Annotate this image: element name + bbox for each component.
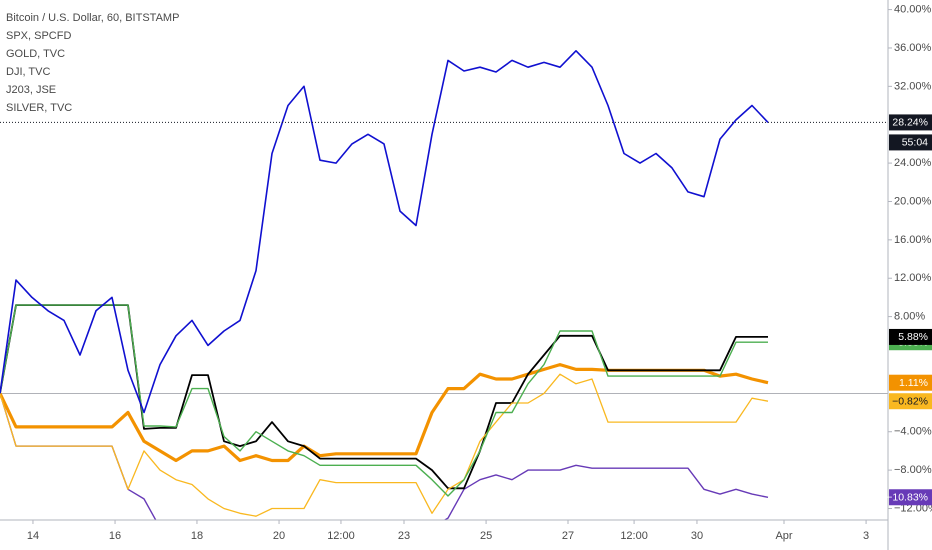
x-tick-label: 3 [863,530,869,542]
countdown-badge [889,134,932,151]
x-tick-label: 25 [480,530,492,542]
last-value-badge [889,374,932,391]
countdown-label: 55:04 [902,137,928,149]
last-value-label: 28.24% [892,117,928,129]
legend-entry: GOLD, TVC [6,48,65,60]
x-tick-label: 18 [191,530,203,542]
last-value-badge [889,328,932,345]
series-line [0,304,768,497]
x-tick-label: 14 [27,530,39,542]
last-value-badge [889,393,932,410]
x-tick-label: 23 [398,530,410,542]
x-tick-label: 12:00 [327,530,355,542]
last-value-badge [889,114,932,131]
last-value-label: 1.11% [899,377,928,389]
plot-area [0,50,888,520]
legend-entry: Bitcoin / U.S. Dollar, 60, BITSTAMP [6,12,179,24]
last-value-label: 5.88% [898,331,928,343]
y-tick-label: −12.00% [894,502,932,514]
y-tick-label: 8.00% [894,311,925,323]
axes: 40.00% 36.00% 32.00% 24.00% 20.00% 16.00% 12.0… [27,4,932,542]
y-tick-label: 24.00% [894,157,932,169]
y-tick-label: 20.00% [894,195,932,207]
y-tick-label: 36.00% [894,42,932,54]
series-line [0,50,769,414]
last-value-label: −10.83% [886,492,928,504]
x-tick-label: 16 [109,530,121,542]
x-tick-label: 30 [691,530,703,542]
series-line [0,373,769,517]
y-tick-label: −8.00% [894,464,932,476]
legend-entry: DJI, TVC [6,66,50,78]
y-tick-label: 32.00% [894,80,932,92]
y-tick-label: 40.00% [894,4,932,16]
legend: Bitcoin / U.S. Dollar, 60, BITSTAMP SPX, … [6,12,179,114]
legend-entry: SILVER, TVC [6,102,72,114]
x-tick-label: Apr [775,530,792,542]
legend-entry: SPX, SPCFD [6,30,71,42]
x-tick-label: 12:00 [620,530,648,542]
y-tick-label: −4.00% [894,426,932,438]
last-value-label: −0.82% [892,396,928,408]
x-tick-label: 27 [562,530,574,542]
last-value-badge [889,489,932,506]
x-tick-label: 20 [273,530,285,542]
legend-entry: J203, JSE [6,84,56,96]
y-tick-label: 16.00% [894,234,932,246]
y-tick-label: 12.00% [894,272,932,284]
